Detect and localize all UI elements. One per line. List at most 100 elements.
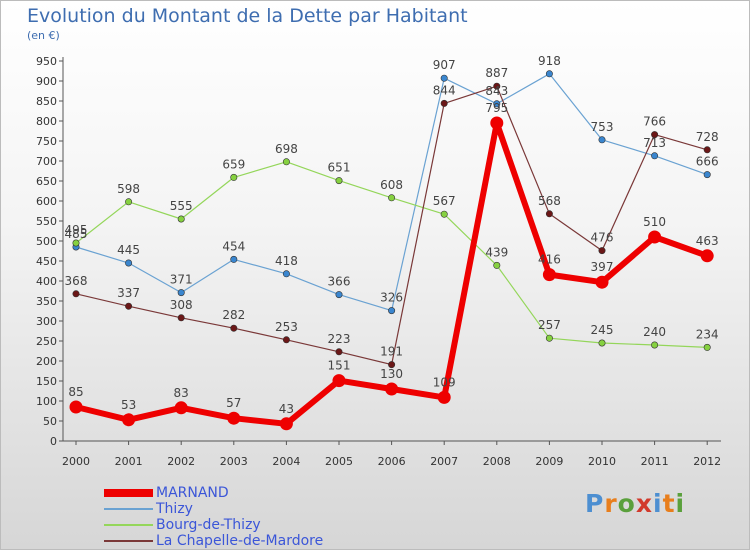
- data-point: [72, 290, 80, 298]
- data-label: 598: [117, 182, 140, 196]
- data-label: 53: [121, 398, 136, 412]
- brand-logo: Proxiti: [585, 489, 685, 518]
- data-point: [227, 411, 241, 425]
- data-label: 659: [222, 157, 245, 171]
- data-label: 418: [275, 254, 298, 268]
- data-point: [385, 382, 399, 396]
- data-point: [545, 334, 553, 342]
- y-tick-label: 450: [36, 255, 57, 268]
- data-point: [595, 275, 609, 289]
- data-label: 371: [170, 273, 193, 287]
- y-tick-label: 750: [36, 135, 57, 148]
- data-label: 843: [485, 84, 508, 98]
- y-tick-label: 500: [36, 235, 57, 248]
- x-tick-label: 2000: [62, 455, 90, 468]
- data-point: [177, 289, 185, 297]
- chart-title: Evolution du Montant de la Dette par Hab…: [27, 5, 468, 27]
- legend-label: Bourg-de-Thizy: [156, 517, 261, 533]
- data-point: [125, 198, 133, 206]
- y-tick-label: 600: [36, 195, 57, 208]
- data-point: [703, 171, 711, 179]
- data-label: 887: [485, 66, 508, 80]
- data-point: [598, 136, 606, 144]
- data-point: [122, 413, 136, 427]
- data-label: 416: [538, 253, 561, 267]
- brand-letter: P: [585, 489, 605, 518]
- y-tick-label: 950: [36, 55, 57, 68]
- data-point: [230, 173, 238, 181]
- data-point: [598, 339, 606, 347]
- data-label: 445: [117, 243, 140, 257]
- data-point: [493, 261, 501, 269]
- data-label: 568: [538, 194, 561, 208]
- data-point: [440, 99, 448, 107]
- data-label: 253: [275, 320, 298, 334]
- data-label: 713: [643, 136, 666, 150]
- y-tick-label: 650: [36, 175, 57, 188]
- data-point: [651, 341, 659, 349]
- x-tick-label: 2007: [430, 455, 458, 468]
- data-point: [125, 259, 133, 267]
- data-label: 151: [328, 359, 351, 373]
- data-label: 366: [328, 275, 351, 289]
- legend-swatch: [104, 508, 153, 510]
- data-point: [493, 100, 501, 108]
- brand-letter: o: [617, 489, 636, 518]
- data-point: [332, 374, 346, 388]
- data-label: 240: [643, 325, 666, 339]
- x-tick-label: 2011: [641, 455, 669, 468]
- data-point: [177, 215, 185, 223]
- data-point: [545, 70, 553, 78]
- data-label: 666: [696, 155, 719, 169]
- data-label: 608: [380, 178, 403, 192]
- x-tick-label: 2001: [115, 455, 143, 468]
- y-tick-label: 350: [36, 295, 57, 308]
- data-label: 918: [538, 54, 561, 68]
- legend-swatch: [104, 489, 153, 497]
- x-tick-label: 2008: [483, 455, 511, 468]
- data-point: [230, 324, 238, 332]
- x-tick-label: 2005: [325, 455, 353, 468]
- data-point: [388, 194, 396, 202]
- data-point: [437, 390, 451, 404]
- data-point: [703, 343, 711, 351]
- legend-label: Thizy: [156, 501, 193, 517]
- data-point: [230, 255, 238, 263]
- data-point: [279, 417, 293, 431]
- data-point: [648, 230, 662, 244]
- x-tick-label: 2010: [588, 455, 616, 468]
- y-tick-label: 400: [36, 275, 57, 288]
- brand-letter: r: [604, 489, 618, 518]
- data-point: [651, 131, 659, 139]
- data-point: [545, 210, 553, 218]
- y-tick-label: 900: [36, 75, 57, 88]
- y-tick-label: 200: [36, 355, 57, 368]
- data-point: [282, 270, 290, 278]
- data-label: 368: [65, 274, 88, 288]
- data-label: 510: [643, 215, 666, 229]
- data-point: [700, 249, 714, 263]
- data-point: [440, 74, 448, 82]
- x-tick-label: 2012: [693, 455, 721, 468]
- data-label: 476: [591, 231, 614, 245]
- data-label: 728: [696, 130, 719, 144]
- y-tick-label: 150: [36, 375, 57, 388]
- data-label: 326: [380, 291, 403, 305]
- data-point: [72, 239, 80, 247]
- data-label: 85: [68, 385, 83, 399]
- data-label: 766: [643, 115, 666, 129]
- data-point: [125, 302, 133, 310]
- y-tick-label: 0: [50, 435, 57, 448]
- data-point: [174, 401, 188, 415]
- data-label: 907: [433, 58, 456, 72]
- data-label: 753: [591, 120, 614, 134]
- data-point: [598, 247, 606, 255]
- data-point: [651, 152, 659, 160]
- data-label: 495: [65, 223, 88, 237]
- data-label: 57: [226, 396, 241, 410]
- data-label: 245: [591, 323, 614, 337]
- x-tick-label: 2003: [220, 455, 248, 468]
- brand-letter: i: [675, 489, 686, 518]
- y-tick-label: 250: [36, 335, 57, 348]
- data-point: [335, 291, 343, 299]
